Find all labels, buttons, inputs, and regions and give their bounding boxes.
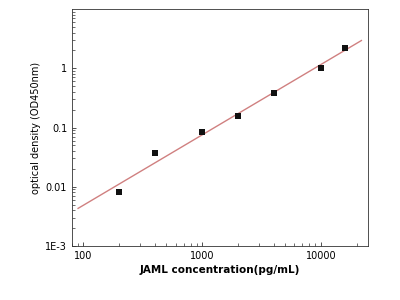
X-axis label: JAML concentration(pg/mL): JAML concentration(pg/mL) [140,265,300,275]
Point [342,46,348,50]
Y-axis label: optical density (OD450nm): optical density (OD450nm) [31,61,41,194]
Point [199,129,205,134]
Point [235,114,241,118]
Point [152,151,158,155]
Point [318,66,324,70]
Point [270,91,277,95]
Point [116,190,122,195]
